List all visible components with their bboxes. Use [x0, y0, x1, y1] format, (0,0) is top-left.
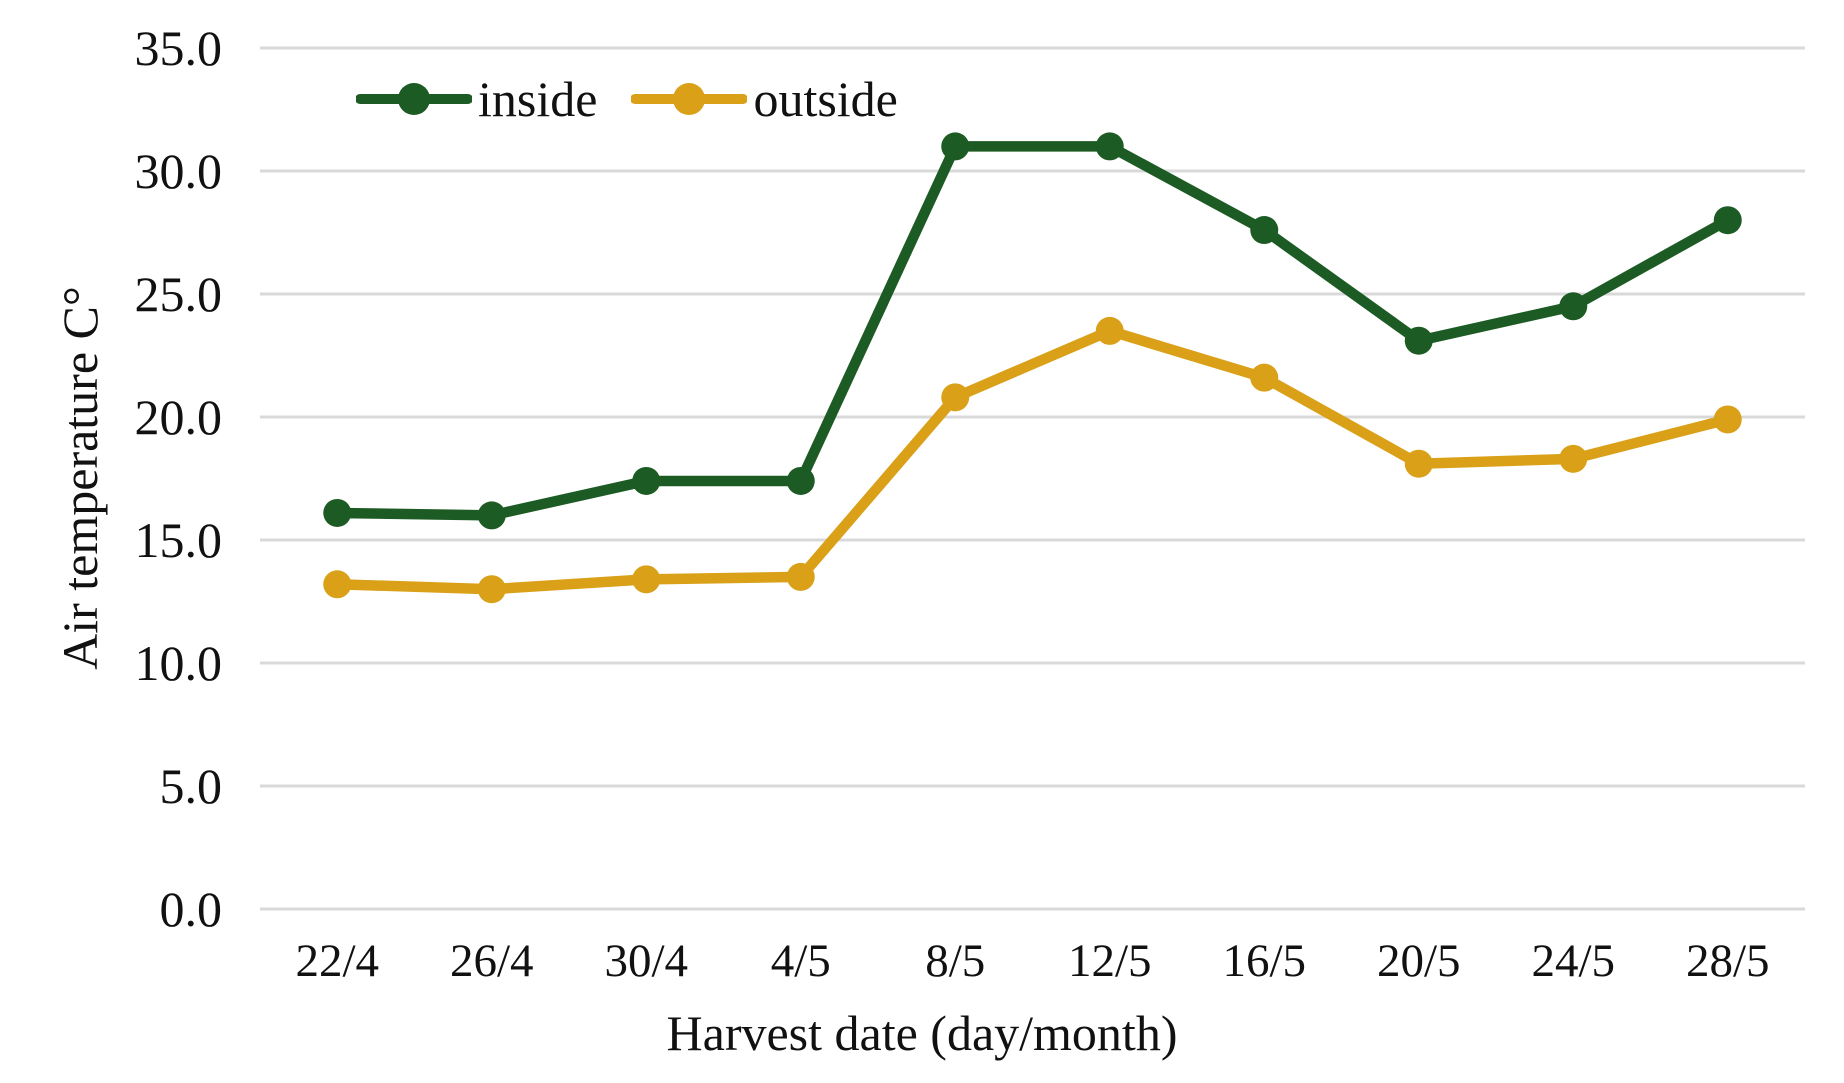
data-point-marker-inside: [477, 501, 506, 530]
x-axis-title: Harvest date (day/month): [666, 1005, 1178, 1061]
legend-label-outside: outside: [753, 71, 898, 127]
x-tick-label: 4/5: [770, 935, 831, 987]
y-tick-label: 10.0: [134, 635, 223, 691]
x-tick-label: 20/5: [1376, 935, 1461, 987]
data-point-marker-outside: [941, 383, 970, 412]
x-tick-label: 8/5: [925, 935, 986, 987]
x-tick-label: 26/4: [449, 935, 534, 987]
data-point-marker-outside: [1095, 316, 1124, 345]
x-tick-label: 28/5: [1685, 935, 1770, 987]
x-tick-label: 12/5: [1067, 935, 1152, 987]
data-point-marker-outside: [323, 570, 352, 599]
y-tick-label: 35.0: [134, 20, 223, 76]
data-point-marker-inside: [1095, 132, 1124, 161]
y-tick-label: 20.0: [134, 389, 223, 445]
data-point-marker-inside: [1404, 326, 1433, 355]
y-tick-label: 5.0: [159, 758, 223, 814]
data-point-marker-outside: [786, 562, 815, 591]
data-point-marker-inside: [1713, 206, 1742, 235]
y-tick-label: 0.0: [159, 881, 223, 937]
legend-item-outside: outside: [631, 71, 898, 127]
data-point-marker-outside: [1250, 363, 1279, 392]
data-point-marker-inside: [632, 466, 661, 495]
legend-marker-outside: [631, 83, 748, 115]
data-point-marker-inside: [1250, 216, 1279, 245]
series-line-outside: [332, 325, 1733, 595]
data-point-marker-inside: [786, 466, 815, 495]
x-tick-label: 22/4: [295, 935, 380, 987]
legend-marker-inside: [356, 83, 472, 115]
legend-item-inside: inside: [356, 74, 597, 124]
x-tick-label: 24/5: [1531, 935, 1616, 987]
y-tick-label: 30.0: [134, 143, 223, 199]
data-point-marker-outside: [1559, 444, 1588, 473]
data-point-marker-outside: [1713, 405, 1742, 434]
y-axis-title: Air temperature C°: [52, 286, 108, 670]
x-tick-label: 16/5: [1222, 935, 1307, 987]
legend-label-inside: inside: [478, 71, 598, 127]
y-tick-label: 25.0: [134, 266, 223, 322]
legend: inside outside: [356, 74, 898, 124]
y-tick-label: 15.0: [134, 512, 223, 568]
x-tick-label: 30/4: [604, 935, 689, 987]
data-point-marker-inside: [941, 132, 970, 161]
data-point-marker-inside: [1559, 292, 1588, 321]
series-line-inside: [332, 141, 1733, 521]
data-point-marker-outside: [477, 575, 506, 604]
data-point-marker-inside: [323, 498, 352, 527]
data-point-marker-outside: [632, 565, 661, 594]
data-point-marker-outside: [1404, 449, 1433, 478]
